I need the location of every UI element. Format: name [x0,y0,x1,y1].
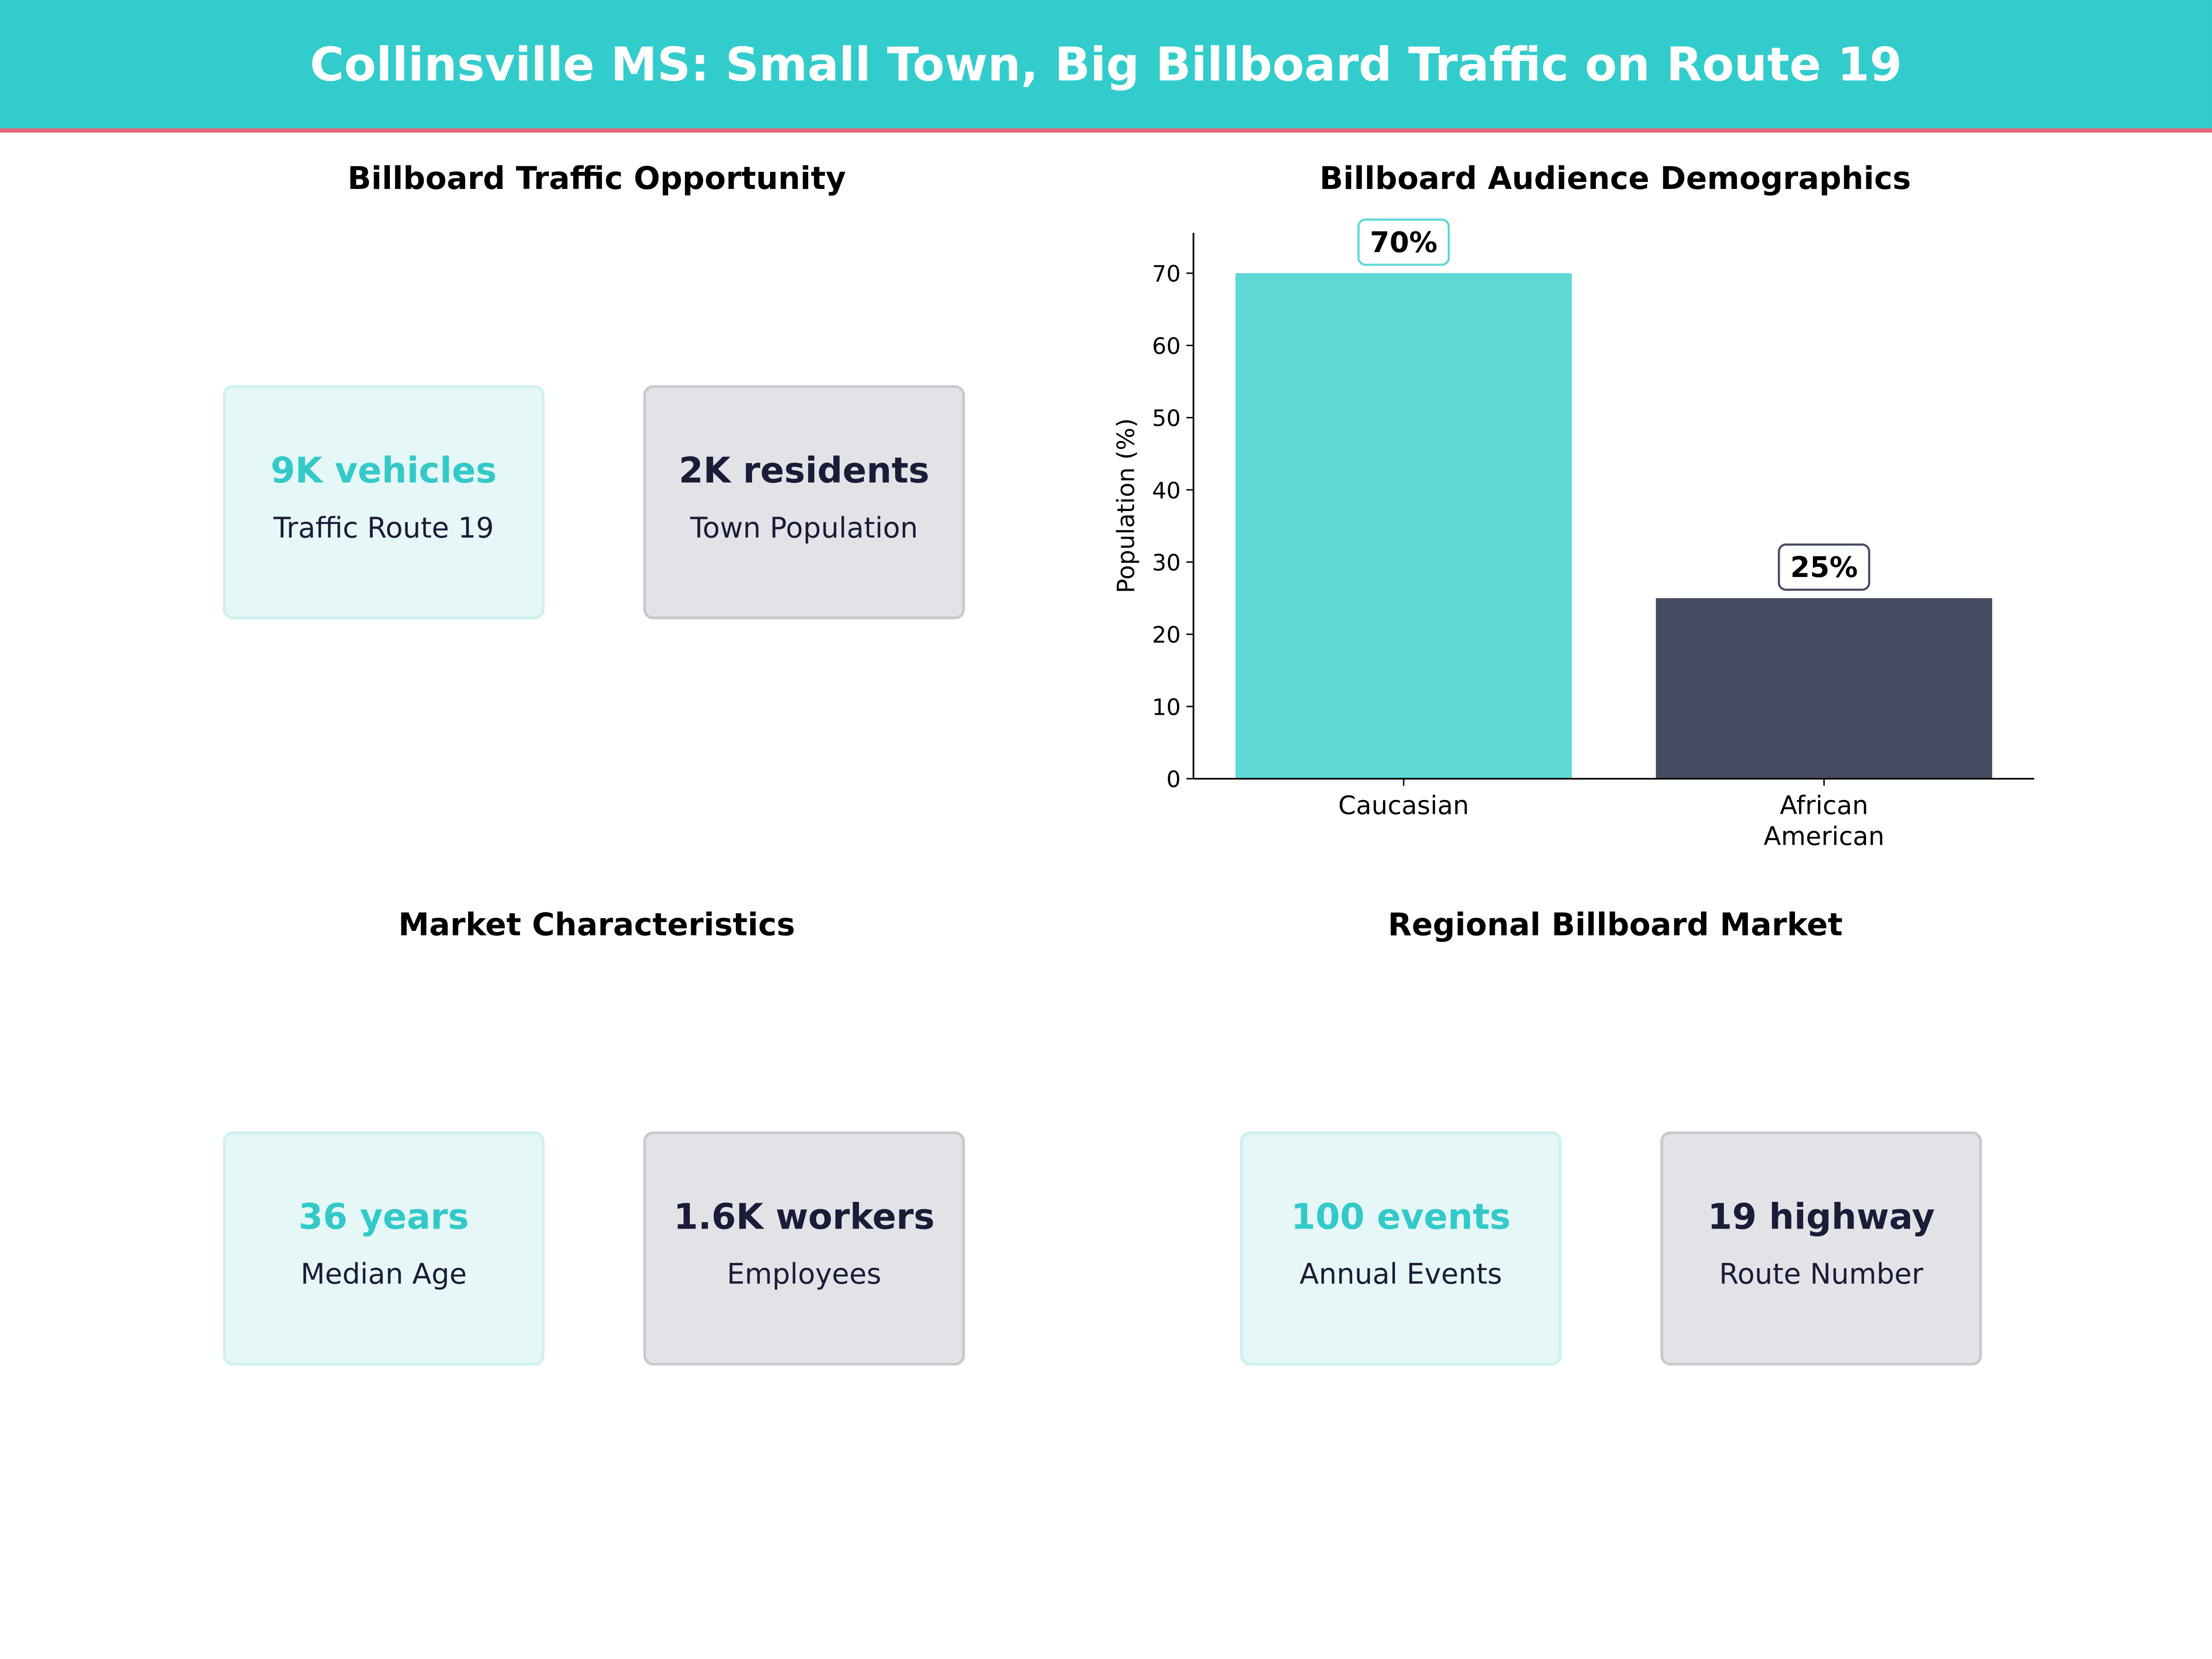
stat-value: 9K vehicles [271,450,497,491]
stat-label: Town Population [690,511,918,545]
data-label: 25% [1790,551,1858,584]
stat-card-median-age: 36 years Median Age [223,1131,545,1366]
x-tick-label: Caucasian [1338,790,1469,820]
stat-label: Median Age [300,1257,467,1291]
y-tick-label: 30 [1152,550,1181,576]
stat-card-population: 2K residents Town Population [643,385,965,619]
data-label-box [1777,543,1871,591]
stat-value: 1.6K workers [673,1196,935,1237]
stat-label: Annual Events [1299,1257,1502,1291]
stat-card-route: 19 highway Route Number [1660,1131,1982,1366]
y-tick-label: 70 [1152,261,1181,287]
y-tick-label: 60 [1152,333,1181,359]
header-banner: Collinsville MS: Small Town, Big Billboa… [0,0,2212,133]
bar-0 [1235,273,1572,779]
stat-card-employees: 1.6K workers Employees [643,1131,965,1366]
y-tick-label: 20 [1152,622,1181,648]
chart-title: Billboard Audience Demographics [1319,162,1911,198]
y-tick-label: 50 [1152,406,1181,432]
page-title: Collinsville MS: Small Town, Big Billboa… [310,36,1902,92]
y-axis-label: Population (%) [1112,418,1140,593]
regional-panel-title: Regional Billboard Market [1388,908,1843,944]
y-tick-label: 10 [1152,694,1181,720]
stat-value: 2K residents [678,450,930,491]
stat-value: 19 highway [1707,1196,1935,1237]
y-tick-label: 40 [1152,477,1181,504]
stat-label: Traffic Route 19 [273,511,494,545]
stat-label: Employees [727,1257,882,1291]
stat-value: 100 events [1291,1196,1511,1237]
stat-label: Route Number [1719,1257,1924,1291]
data-label-box [1357,218,1450,266]
market-panel-title: Market Characteristics [398,908,795,944]
stat-card-events: 100 events Annual Events [1240,1131,1562,1366]
y-tick-label: 0 [1166,766,1181,793]
bar-1 [1656,598,1993,779]
traffic-panel-title: Billboard Traffic Opportunity [347,162,846,198]
stat-value: 36 years [298,1196,469,1237]
data-label: 70% [1370,226,1438,259]
stat-card-traffic: 9K vehicles Traffic Route 19 [223,385,545,619]
x-tick-label: African American [1764,790,1884,851]
